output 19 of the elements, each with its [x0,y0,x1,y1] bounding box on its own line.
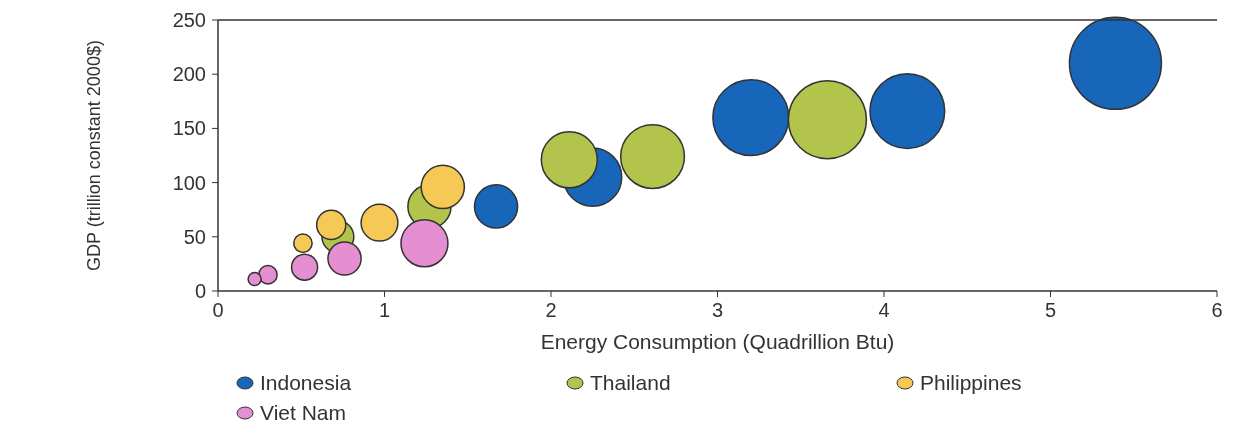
x-tick-label: 6 [1211,299,1223,321]
y-axis-title: GDP (trillion constant 2000$) [84,40,104,271]
y-tick-label: 100 [172,171,206,194]
y-tick-label: 200 [172,63,206,86]
x-tick-label: 5 [1044,299,1057,321]
x-tick-label: 3 [711,299,724,321]
legend-label: Indonesia [260,371,352,395]
legend-label: Thailand [590,371,671,395]
legend-label: Viet Nam [260,401,346,425]
x-tick-label: 0 [212,299,224,321]
x-axis-title: Energy Consumption (Quadrillion Btu) [540,330,895,353]
x-tick-label: 2 [545,299,557,321]
y-tick-label: 50 [183,225,206,248]
y-tick-label: 150 [172,117,206,140]
y-tick-label: 0 [194,280,206,302]
y-tick-label: 250 [172,9,206,31]
legend-label: Philippines [920,371,1022,395]
x-tick-label: 4 [878,299,890,321]
x-tick-label: 1 [378,299,391,321]
